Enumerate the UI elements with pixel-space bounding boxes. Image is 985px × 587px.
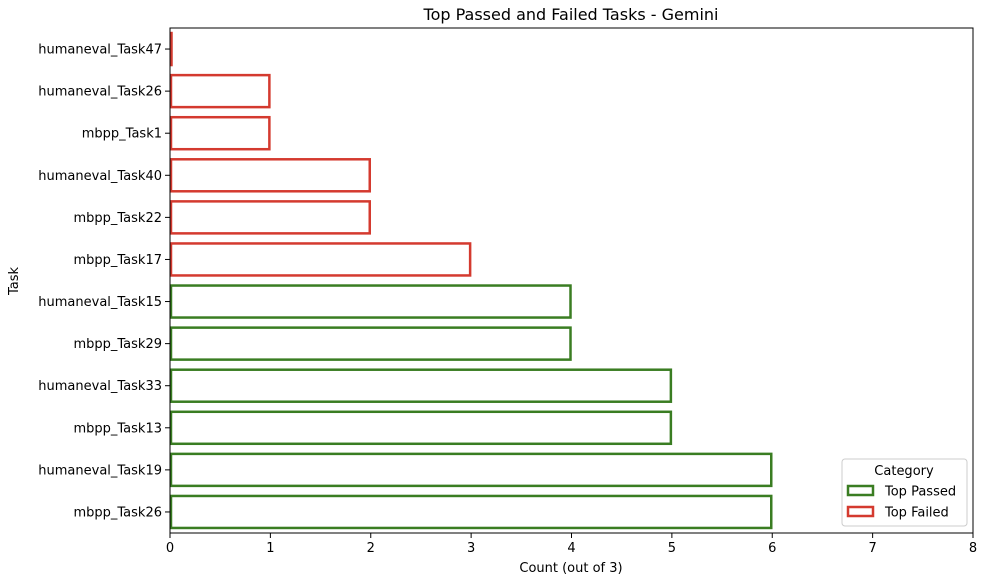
legend-label: Top Failed [884, 506, 949, 521]
legend-items: Top Passed Top Failed [846, 484, 956, 521]
legend-label: Top Passed [884, 485, 956, 500]
y-tick-label: humaneval_Task47 [38, 43, 162, 58]
x-tick-label: 0 [166, 541, 174, 556]
x-tick-label: 2 [367, 541, 375, 556]
x-axis: 0 1 2 3 4 5 6 7 8 [166, 533, 977, 556]
y-tick-label: humaneval_Task15 [38, 295, 162, 310]
y-tick-label: mbpp_Task1 [82, 127, 162, 142]
bar-mbpp_Task29 [169, 326, 572, 361]
legend-title: Category [874, 464, 934, 479]
legend-swatch [846, 505, 875, 518]
y-axis-label: Task [7, 267, 22, 297]
bar-humaneval_Task40 [169, 158, 371, 193]
y-tick-label: mbpp_Task29 [73, 337, 162, 352]
x-tick-label: 1 [266, 541, 274, 556]
bar-humaneval_Task15 [169, 284, 572, 319]
bar-mbpp_Task13 [169, 410, 673, 446]
bar-humaneval_Task33 [169, 368, 673, 403]
y-tick-label: mbpp_Task17 [73, 253, 162, 268]
y-tick-label: mbpp_Task13 [73, 421, 162, 436]
bar-humaneval_Task26 [169, 73, 271, 109]
bar-mbpp_Task1 [169, 115, 271, 151]
y-axis: humaneval_Task47 humaneval_Task26 mbpp_Tas… [38, 43, 170, 520]
bar-mbpp_Task22 [169, 200, 371, 235]
x-tick-label: 5 [668, 541, 676, 556]
bar-mbpp_Task26 [169, 494, 773, 530]
x-tick-label: 8 [969, 541, 977, 556]
y-tick-label: humaneval_Task26 [38, 85, 162, 100]
bar-humaneval_Task47 [169, 31, 173, 67]
y-tick-label: humaneval_Task40 [38, 169, 162, 184]
bars-layer [169, 31, 773, 530]
legend-swatch [846, 484, 875, 497]
x-tick-label: 3 [467, 541, 475, 556]
bar-mbpp_Task17 [169, 242, 472, 277]
y-tick-label: humaneval_Task33 [38, 379, 162, 394]
legend: Category Top Passed Top Failed [841, 458, 968, 527]
y-tick-label: mbpp_Task26 [73, 505, 162, 520]
bar-humaneval_Task19 [169, 452, 773, 488]
plot-frame [169, 27, 974, 534]
y-tick-label: humaneval_Task19 [38, 463, 162, 478]
x-axis-label: Count (out of 3) [519, 561, 622, 576]
chart-title: Top Passed and Failed Tasks - Gemini [423, 5, 719, 24]
x-tick-label: 4 [567, 541, 575, 556]
x-tick-label: 6 [768, 541, 776, 556]
x-tick-label: 7 [868, 541, 876, 556]
y-tick-label: mbpp_Task22 [73, 211, 162, 226]
